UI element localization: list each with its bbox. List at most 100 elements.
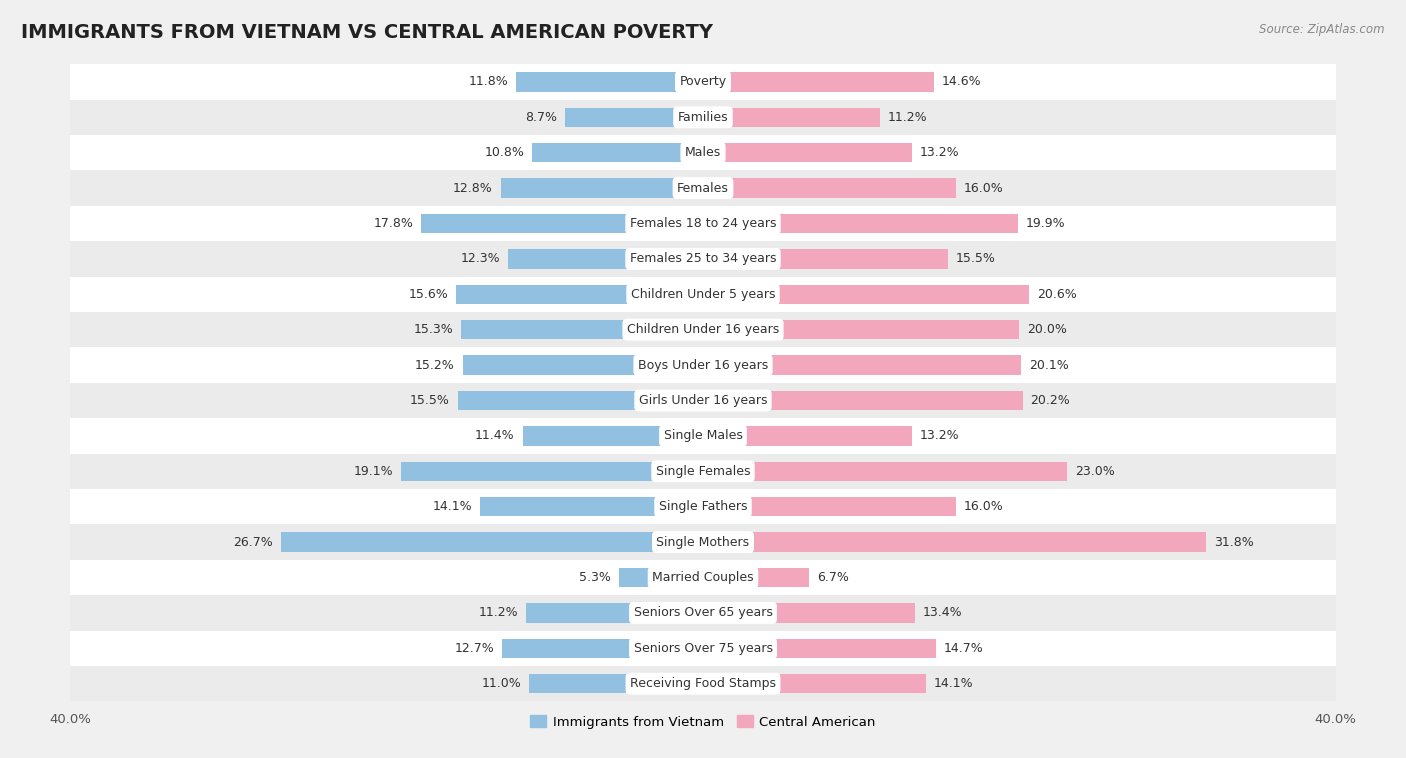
Bar: [70, 347, 1336, 383]
Text: 14.1%: 14.1%: [934, 677, 973, 691]
Text: 13.2%: 13.2%: [920, 429, 959, 443]
Text: 11.8%: 11.8%: [468, 75, 509, 89]
Bar: [70, 383, 1336, 418]
Text: 20.6%: 20.6%: [1036, 288, 1077, 301]
Text: 13.4%: 13.4%: [922, 606, 963, 619]
Bar: [703, 356, 1021, 374]
Text: Source: ZipAtlas.com: Source: ZipAtlas.com: [1260, 23, 1385, 36]
Bar: [703, 249, 948, 268]
Bar: [463, 356, 703, 374]
Text: 16.0%: 16.0%: [965, 500, 1004, 513]
Text: 20.0%: 20.0%: [1028, 323, 1067, 337]
Bar: [703, 638, 935, 658]
Bar: [70, 560, 1336, 595]
Bar: [70, 312, 1336, 347]
Text: 17.8%: 17.8%: [374, 217, 413, 230]
Text: 6.7%: 6.7%: [817, 571, 849, 584]
Text: Males: Males: [685, 146, 721, 159]
Text: 8.7%: 8.7%: [526, 111, 558, 124]
Bar: [703, 391, 1022, 410]
Text: 15.5%: 15.5%: [956, 252, 995, 265]
Bar: [703, 497, 956, 516]
Text: 13.2%: 13.2%: [920, 146, 959, 159]
Text: 15.5%: 15.5%: [411, 394, 450, 407]
Text: Married Couples: Married Couples: [652, 571, 754, 584]
Bar: [70, 241, 1336, 277]
Text: 11.0%: 11.0%: [481, 677, 522, 691]
Bar: [479, 497, 703, 516]
Bar: [531, 143, 703, 162]
Bar: [703, 284, 1029, 304]
Bar: [70, 64, 1336, 99]
Bar: [509, 249, 703, 268]
Bar: [401, 462, 703, 481]
Text: Single Mothers: Single Mothers: [657, 536, 749, 549]
Bar: [526, 603, 703, 622]
Text: Seniors Over 75 years: Seniors Over 75 years: [634, 642, 772, 655]
Text: 15.6%: 15.6%: [409, 288, 449, 301]
Text: 12.8%: 12.8%: [453, 182, 492, 195]
Bar: [516, 72, 703, 92]
Text: 12.3%: 12.3%: [461, 252, 501, 265]
Bar: [70, 205, 1336, 241]
Text: 23.0%: 23.0%: [1074, 465, 1115, 478]
Bar: [422, 214, 703, 233]
Bar: [523, 426, 703, 446]
Bar: [281, 532, 703, 552]
Text: Females 25 to 34 years: Females 25 to 34 years: [630, 252, 776, 265]
Bar: [70, 418, 1336, 453]
Text: 12.7%: 12.7%: [454, 642, 495, 655]
Bar: [456, 284, 703, 304]
Bar: [70, 631, 1336, 666]
Bar: [70, 277, 1336, 312]
Bar: [502, 638, 703, 658]
Bar: [529, 674, 703, 694]
Text: 26.7%: 26.7%: [233, 536, 273, 549]
Bar: [70, 525, 1336, 560]
Bar: [703, 568, 808, 587]
Text: 11.2%: 11.2%: [889, 111, 928, 124]
Bar: [501, 178, 703, 198]
Bar: [70, 489, 1336, 525]
Text: 10.8%: 10.8%: [485, 146, 524, 159]
Bar: [703, 320, 1019, 340]
Text: 20.2%: 20.2%: [1031, 394, 1070, 407]
Bar: [70, 595, 1336, 631]
Bar: [619, 568, 703, 587]
Text: 5.3%: 5.3%: [579, 571, 612, 584]
Bar: [703, 426, 912, 446]
Text: 15.2%: 15.2%: [415, 359, 454, 371]
Text: 16.0%: 16.0%: [965, 182, 1004, 195]
Text: 14.1%: 14.1%: [433, 500, 472, 513]
Text: 11.2%: 11.2%: [478, 606, 517, 619]
Bar: [70, 99, 1336, 135]
Text: Girls Under 16 years: Girls Under 16 years: [638, 394, 768, 407]
Text: Children Under 16 years: Children Under 16 years: [627, 323, 779, 337]
Bar: [70, 453, 1336, 489]
Legend: Immigrants from Vietnam, Central American: Immigrants from Vietnam, Central America…: [524, 709, 882, 734]
Bar: [703, 178, 956, 198]
Bar: [458, 391, 703, 410]
Text: Poverty: Poverty: [679, 75, 727, 89]
Bar: [703, 108, 880, 127]
Bar: [703, 603, 915, 622]
Text: Single Fathers: Single Fathers: [659, 500, 747, 513]
Text: 14.6%: 14.6%: [942, 75, 981, 89]
Bar: [565, 108, 703, 127]
Text: Boys Under 16 years: Boys Under 16 years: [638, 359, 768, 371]
Text: 19.1%: 19.1%: [353, 465, 392, 478]
Text: Females: Females: [678, 182, 728, 195]
Text: Receiving Food Stamps: Receiving Food Stamps: [630, 677, 776, 691]
Text: Families: Families: [678, 111, 728, 124]
Bar: [70, 135, 1336, 171]
Text: Single Males: Single Males: [664, 429, 742, 443]
Text: 15.3%: 15.3%: [413, 323, 453, 337]
Text: Single Females: Single Females: [655, 465, 751, 478]
Bar: [703, 143, 912, 162]
Text: 31.8%: 31.8%: [1213, 536, 1254, 549]
Text: Females 18 to 24 years: Females 18 to 24 years: [630, 217, 776, 230]
Text: 20.1%: 20.1%: [1029, 359, 1069, 371]
Text: 19.9%: 19.9%: [1026, 217, 1066, 230]
Bar: [461, 320, 703, 340]
Text: 14.7%: 14.7%: [943, 642, 983, 655]
